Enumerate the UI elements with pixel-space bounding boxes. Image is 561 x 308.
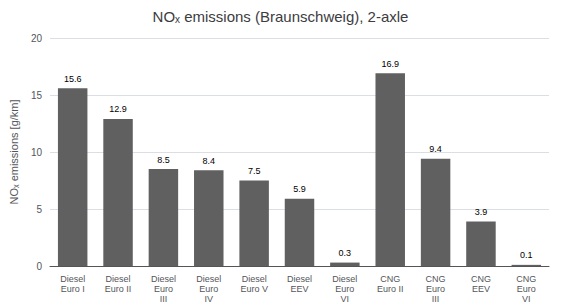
svg-text:Diesel: Diesel [196, 274, 221, 284]
svg-text:5.9: 5.9 [293, 184, 306, 194]
svg-text:Euro II: Euro II [105, 284, 132, 294]
svg-text:Euro V: Euro V [240, 284, 268, 294]
svg-text:CNG: CNG [426, 274, 446, 284]
svg-text:Euro: Euro [517, 284, 536, 294]
svg-text:VI: VI [522, 294, 531, 304]
svg-text:III: III [432, 294, 440, 304]
svg-text:7.5: 7.5 [248, 166, 261, 176]
svg-text:Diesel: Diesel [332, 274, 357, 284]
svg-text:12.9: 12.9 [109, 104, 127, 114]
svg-text:Euro I: Euro I [61, 284, 85, 294]
svg-text:Diesel: Diesel [151, 274, 176, 284]
svg-text:0.3: 0.3 [339, 248, 352, 258]
svg-text:Euro: Euro [154, 284, 173, 294]
svg-text:5: 5 [36, 204, 42, 215]
svg-text:Euro: Euro [426, 284, 445, 294]
svg-text:NOₓ emissions (Braunschweig),: NOₓ emissions (Braunschweig), 2-axle [153, 8, 409, 25]
svg-text:Diesel: Diesel [287, 274, 312, 284]
svg-text:EEV: EEV [290, 284, 308, 294]
svg-text:0.1: 0.1 [520, 250, 533, 260]
svg-text:9.4: 9.4 [429, 144, 442, 154]
svg-text:Euro: Euro [199, 284, 218, 294]
svg-text:CNG: CNG [516, 274, 536, 284]
svg-text:20: 20 [31, 33, 43, 44]
svg-text:3.9: 3.9 [475, 207, 488, 217]
svg-text:0: 0 [36, 261, 42, 272]
svg-text:16.9: 16.9 [381, 59, 399, 69]
svg-text:15: 15 [31, 90, 43, 101]
svg-text:III: III [160, 294, 168, 304]
svg-text:Diesel: Diesel [60, 274, 85, 284]
svg-text:Diesel: Diesel [106, 274, 131, 284]
svg-text:IV: IV [205, 294, 214, 304]
svg-text:Diesel: Diesel [242, 274, 267, 284]
svg-text:8.4: 8.4 [203, 156, 216, 166]
svg-text:8.5: 8.5 [157, 155, 170, 165]
svg-text:NOₓ emissions [g/km]: NOₓ emissions [g/km] [8, 99, 20, 204]
svg-text:EEV: EEV [472, 284, 490, 294]
svg-text:CNG: CNG [380, 274, 400, 284]
svg-text:VI: VI [341, 294, 350, 304]
svg-text:15.6: 15.6 [64, 74, 82, 84]
svg-text:Euro II: Euro II [377, 284, 404, 294]
svg-text:Euro: Euro [335, 284, 354, 294]
svg-text:10: 10 [31, 147, 43, 158]
svg-text:CNG: CNG [471, 274, 491, 284]
